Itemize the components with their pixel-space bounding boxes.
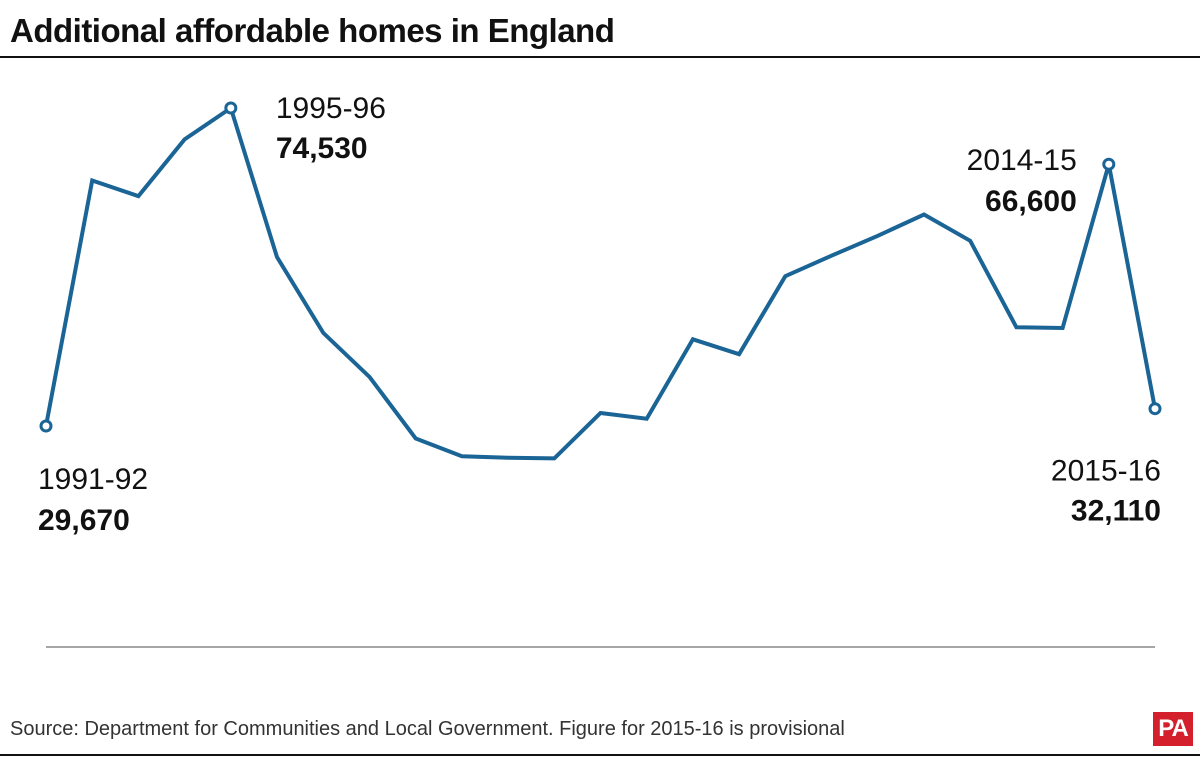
point-marker-2014-15 [1102,157,1116,171]
source-note: Source: Department for Communities and L… [10,718,845,740]
annotations: 1991-92 29,670 1995-96 74,530 2014-15 66,600 2… [38,92,1161,537]
annotation-value-1995-96: 74,530 [276,132,368,165]
point-marker-2015-16 [1148,402,1162,416]
annotation-year-1995-96: 1995-96 [276,92,386,125]
point-marker-1995-96 [224,101,238,115]
annotation-value-1991-92: 29,670 [38,504,130,537]
annotation-year-1991-92: 1991-92 [38,463,148,496]
point-marker-1991-92 [39,419,53,433]
title-divider [0,56,1200,58]
annotation-value-2015-16: 32,110 [1071,495,1161,528]
chart-title: Additional affordable homes in England [10,12,615,49]
annotation-year-2015-16: 2015-16 [1051,455,1161,488]
footer-divider [0,754,1200,756]
pa-logo: PA [1153,712,1193,746]
data-points [39,101,1162,433]
annotation-year-2014-15: 2014-15 [967,144,1077,177]
annotation-value-2014-15: 66,600 [985,185,1077,218]
